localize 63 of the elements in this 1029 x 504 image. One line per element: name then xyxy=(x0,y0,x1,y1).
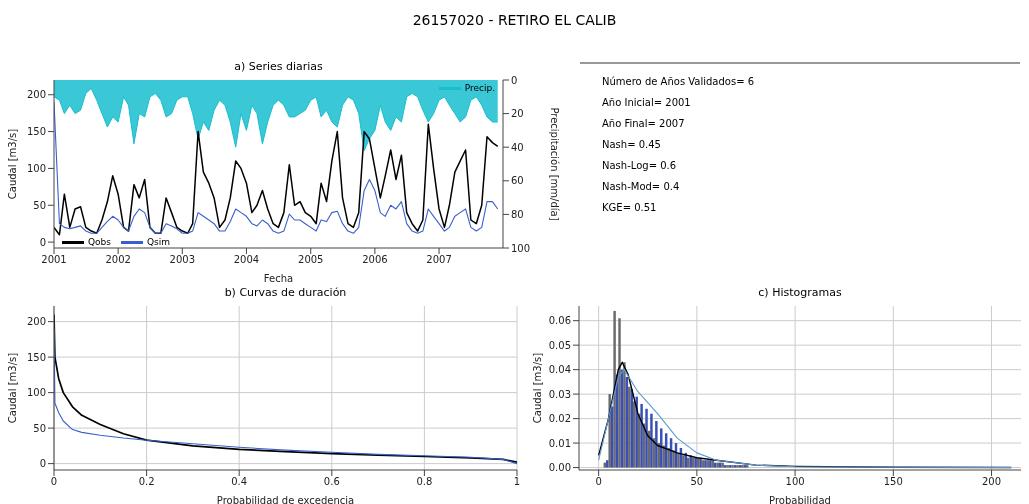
y-tick-label: 0.00 xyxy=(548,462,571,474)
text: Número de Años Validados= 6 xyxy=(602,76,756,87)
x-tick-label: 0.2 xyxy=(138,476,155,488)
x-tick-label: 1 xyxy=(513,476,521,488)
x-tick-label: 50 xyxy=(690,476,704,488)
y-tick-label: 100 xyxy=(26,162,46,174)
x-axis-title: Probabilidad xyxy=(769,495,831,504)
x-tick-label: 0.6 xyxy=(323,476,340,488)
x-tick-label: 2005 xyxy=(298,254,324,266)
x-tick-label: 0.8 xyxy=(416,476,433,488)
y-tick-label: 0.01 xyxy=(548,437,571,449)
y2-tick-label: 0 xyxy=(511,74,518,86)
line-series xyxy=(54,123,499,236)
x-tick-label: 2007 xyxy=(426,254,452,266)
y2-tick-label: 100 xyxy=(511,242,531,254)
x-tick-label: 2001 xyxy=(41,254,67,266)
x-tick-label: 2004 xyxy=(233,254,260,266)
y-tick-label: 200 xyxy=(26,89,46,101)
y-axis-title: Caudal [m3/s] xyxy=(6,352,18,424)
x-tick-label: 2006 xyxy=(362,254,388,266)
x-tick-label: 100 xyxy=(785,476,805,488)
chart-title: 26157020 - RETIRO EL CALIB xyxy=(411,12,618,28)
x-tick-label: 0.4 xyxy=(231,476,248,488)
x-tick-label: 0 xyxy=(50,476,58,488)
text: Nash-Log= 0.6 xyxy=(602,160,678,171)
y-tick-label: 50 xyxy=(33,422,46,434)
x-tick-label: 0 xyxy=(595,476,602,488)
x-tick-label: 200 xyxy=(981,476,1002,488)
text: Año Final= 2007 xyxy=(602,118,686,129)
legend-label: Qsim xyxy=(147,237,171,247)
y2-tick-label: 80 xyxy=(511,208,524,220)
y-tick-label: 0.03 xyxy=(548,388,571,400)
legend-label: Qobs xyxy=(88,237,111,247)
y2-tick-label: 40 xyxy=(511,141,524,153)
x-tick-label: 2003 xyxy=(169,254,196,266)
x-axis-title: Fecha xyxy=(263,273,294,284)
y-tick-label: 50 xyxy=(33,199,46,211)
y-tick-label: 200 xyxy=(26,316,46,328)
y-tick-label: 0.05 xyxy=(548,339,571,351)
chart-subtitle: a) Series diarias xyxy=(233,60,324,75)
y-tick-label: 0.06 xyxy=(548,315,571,327)
chart-title: c) Histogramas xyxy=(757,286,843,301)
text: Año Inicial= 2001 xyxy=(602,97,692,108)
x-tick-label: 150 xyxy=(883,476,903,488)
y-axis-title: Caudal [m3/s] xyxy=(531,352,543,424)
text: Nash= 0.45 xyxy=(602,139,662,150)
chart-title: b) Curvas de duración xyxy=(223,286,348,301)
y-tick-label: 0 xyxy=(39,458,46,470)
x-axis-title: Probabilidad de excedencia xyxy=(216,495,355,504)
y-axis-title: Caudal [m3/s] xyxy=(6,128,18,200)
y2-axis-title: Precipitación [mm/día] xyxy=(549,107,561,221)
y-tick-label: 0.02 xyxy=(548,413,571,425)
y-tick-label: 150 xyxy=(26,126,46,138)
y-tick-label: 0.04 xyxy=(548,364,571,376)
x-tick-label: 2002 xyxy=(105,254,131,266)
y-tick-label: 0 xyxy=(39,236,46,248)
text: Nash-Mod= 0.4 xyxy=(602,181,681,192)
y2-tick-label: 60 xyxy=(511,175,524,187)
text: KGE= 0.51 xyxy=(602,202,658,213)
y2-tick-label: 20 xyxy=(511,108,524,120)
y-tick-label: 100 xyxy=(26,387,46,399)
y-tick-label: 150 xyxy=(26,351,46,363)
series-label: Precip. xyxy=(464,83,495,93)
